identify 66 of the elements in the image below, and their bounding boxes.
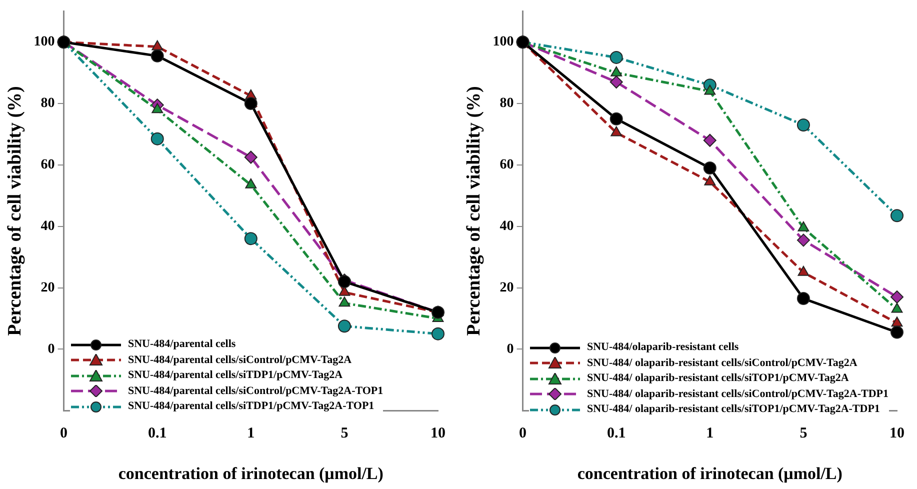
point (610, 126, 622, 136)
legend-label: SNU-484/parental cells (128, 337, 236, 352)
point (890, 209, 904, 222)
point (245, 178, 257, 188)
point (704, 84, 716, 95)
point (610, 112, 623, 126)
y-tick-label: 20 (500, 280, 514, 296)
point (798, 266, 810, 276)
point (338, 296, 350, 307)
y-axis-title: Percentage of cell viability (%) (463, 86, 484, 336)
point (796, 118, 810, 132)
legend-label: SNU-484/ olaparib-resistant cells/siTOP1/pCMV-Tag2A-TDP1 (587, 402, 880, 417)
x-tick-label: 0 (60, 425, 68, 442)
y-tick-label: 60 (40, 158, 55, 173)
x-axis-title: concentration of irinotecan (μmol/L) (577, 464, 842, 484)
x-tick-label: 0.1 (606, 425, 626, 442)
y-tick-label: 60 (500, 158, 514, 173)
y-tick-label: 80 (40, 96, 55, 112)
y-tick-label: 40 (500, 218, 514, 234)
point (891, 316, 903, 327)
point (890, 326, 904, 339)
point (704, 175, 716, 186)
point (150, 132, 164, 146)
point (610, 50, 623, 64)
point (244, 232, 258, 246)
point (244, 97, 258, 110)
y-tick-label: 100 (492, 34, 514, 50)
legend-label: SNU-484/ olaparib-resistant cells/siTOP1/pCMV-Tag2A (587, 371, 849, 386)
point (610, 76, 623, 89)
legend-label: SNU-484/parental cells/siControl/pCMV-Tag2A-TOP1 (128, 384, 384, 398)
x-tick-label: 1 (247, 425, 255, 442)
y-tick-label: 100 (34, 34, 55, 50)
point (244, 150, 258, 164)
point (798, 221, 810, 232)
y-tick-label: 40 (40, 218, 55, 234)
point (796, 234, 810, 247)
point (703, 162, 716, 175)
y-tick-label: 20 (40, 280, 55, 296)
legend-label: SNU-484/ olaparib-resistant cells/siControl/pCMV-Tag2A (587, 356, 858, 370)
x-tick-label: 10 (890, 425, 904, 442)
x-tick-label: 0 (519, 425, 527, 442)
legend-label: SNU-484/parental cells/siTDP1/pCMV-Tag2A (128, 368, 343, 383)
point (610, 66, 622, 76)
y-tick-label: 0 (506, 342, 514, 357)
point (891, 302, 903, 313)
x-axis-title: concentration of irinotecan (μmol/L) (118, 464, 384, 484)
point (152, 103, 164, 114)
x-tick-label: 10 (430, 425, 446, 442)
x-tick-label: 1 (706, 425, 714, 442)
legend-label: SNU-484/parental cells/siControl/pCMV-Tag2A (128, 352, 352, 368)
legend-label: SNU-484/parental cells/siTDP1/pCMV-Tag2A-TOP1 (128, 399, 374, 414)
point (890, 290, 904, 304)
point (796, 292, 810, 306)
legend-label: SNU-484/ olaparib-resistant cells/siControl/pCMV-Tag2A-TDP1 (587, 386, 888, 402)
x-tick-label: 5 (800, 425, 808, 442)
x-tick-label: 5 (340, 425, 348, 442)
legend-label: SNU-484/olaparib-resistant cells (587, 340, 739, 355)
point (338, 320, 351, 333)
y-tick-label: 0 (48, 342, 55, 357)
point (432, 327, 444, 340)
point (703, 134, 716, 147)
x-tick-label: 0.1 (148, 425, 167, 442)
y-axis-title: Percentage of cell viability (%) (4, 86, 26, 336)
y-tick-label: 80 (500, 96, 514, 112)
point (152, 40, 164, 50)
point (150, 49, 164, 62)
